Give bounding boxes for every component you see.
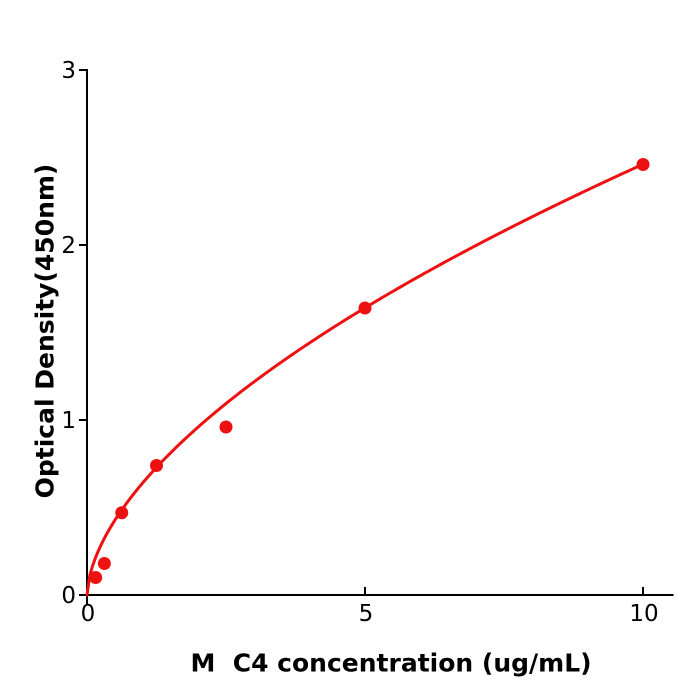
- data-point: [636, 158, 650, 171]
- y-tick-label: 2: [61, 233, 76, 259]
- x-tick-label: 0: [81, 601, 96, 627]
- y-tick-label: 0: [61, 583, 76, 609]
- y-tick-label: 1: [61, 408, 76, 434]
- data-point: [97, 557, 111, 570]
- y-axis-label: Optical Density(450nm): [30, 163, 60, 499]
- data-point: [150, 459, 163, 472]
- x-tick-label: 10: [629, 601, 658, 627]
- data-point: [89, 571, 103, 584]
- fit-curve-line: [85, 162, 645, 597]
- data-point: [219, 420, 233, 434]
- data-point: [358, 301, 372, 315]
- x-tick-label: 5: [359, 601, 374, 627]
- data-point: [115, 506, 129, 520]
- y-tick-label: 3: [61, 58, 76, 84]
- x-axis-label: M C4 concentration (ug/mL): [190, 648, 592, 678]
